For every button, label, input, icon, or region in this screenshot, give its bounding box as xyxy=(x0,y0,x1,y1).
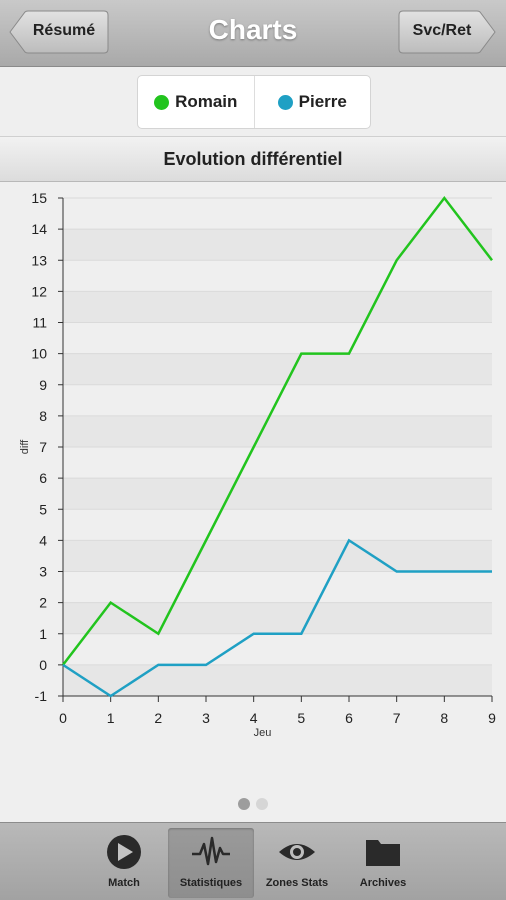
back-button-label: Résumé xyxy=(32,22,96,39)
chart-container: -1 0 1 2 3 4 5 6 7 8 9 10 11 12 13 14 15 0 1 2 3 4 5 6 7 8 9 Jeu dif… xyxy=(0,183,506,783)
page-title: Charts xyxy=(208,14,298,45)
y-tick-label: 7 xyxy=(39,439,47,455)
grid-band xyxy=(63,229,492,261)
x-tick-label: 8 xyxy=(440,710,448,726)
tab-statistiques-label: Statistiques xyxy=(179,877,243,889)
play-icon xyxy=(107,835,141,869)
y-tick-label: 3 xyxy=(39,564,47,580)
y-tick-label: 11 xyxy=(32,315,47,331)
y-tick-label: 5 xyxy=(39,501,47,517)
y-tick-label: 14 xyxy=(31,221,47,237)
grid-band xyxy=(63,291,492,323)
legend-label-pierre: Pierre xyxy=(298,92,347,111)
grid-band xyxy=(63,602,492,634)
y-tick-label: 13 xyxy=(31,252,47,268)
tab-archives-label: Archives xyxy=(359,877,407,889)
y-tick-label: 4 xyxy=(39,532,47,548)
forward-button[interactable]: Svc/Ret xyxy=(398,10,496,54)
legend-dot-pierre xyxy=(277,94,293,110)
x-tick-label: 2 xyxy=(154,710,162,726)
x-axis-label: Jeu xyxy=(254,727,272,739)
y-tick-label: 10 xyxy=(31,346,47,362)
y-tick-label: 0 xyxy=(39,657,47,673)
page-dot-1[interactable] xyxy=(238,798,250,810)
tab-match-label: Match xyxy=(108,877,140,889)
legend-dot-romain xyxy=(154,94,170,110)
y-tick-label: 12 xyxy=(31,283,47,299)
legend-label-romain: Romain xyxy=(175,92,238,111)
tab-zones-stats[interactable]: Zones Stats xyxy=(254,828,340,898)
page-dot-2[interactable] xyxy=(256,798,268,810)
tab-archives[interactable]: Archives xyxy=(340,828,426,898)
forward-button-label: Svc/Ret xyxy=(412,22,472,39)
x-tick-label: 3 xyxy=(202,710,210,726)
back-button[interactable]: Résumé xyxy=(9,10,119,54)
x-tick-label: 0 xyxy=(59,710,67,726)
x-tick-label: 5 xyxy=(297,710,305,726)
grid-band xyxy=(63,540,492,572)
x-tick-label: 4 xyxy=(250,710,258,726)
y-tick-label: 1 xyxy=(39,626,47,642)
top-bar: Résumé Charts Svc/Ret xyxy=(0,0,506,67)
x-tick-label: 7 xyxy=(393,710,401,726)
y-tick-label: 8 xyxy=(39,408,47,424)
grid-band xyxy=(63,478,492,510)
bottom-tab-bar: Match Statistiques Zones Stats Archives xyxy=(0,822,506,900)
tab-match[interactable]: Match xyxy=(81,828,167,898)
tab-zones-stats-label: Zones Stats xyxy=(265,877,329,889)
grid-band xyxy=(63,664,492,696)
grid-band xyxy=(63,415,492,447)
page-indicator xyxy=(0,797,506,815)
pulse-icon xyxy=(192,836,230,866)
y-tick-label: 2 xyxy=(39,595,47,611)
y-tick-label: -1 xyxy=(35,688,48,704)
x-tick-label: 9 xyxy=(488,710,496,726)
chart-legend: Romain Pierre xyxy=(137,75,371,129)
chart-title: Evolution différentiel xyxy=(0,136,506,182)
tab-statistiques[interactable]: Statistiques xyxy=(168,828,254,898)
legend-item-pierre[interactable]: Pierre xyxy=(253,76,371,128)
series-line-romain xyxy=(62,195,493,666)
grid-band xyxy=(63,353,492,385)
y-tick-label: 6 xyxy=(39,470,47,486)
x-tick-label: 6 xyxy=(345,710,353,726)
folder-icon xyxy=(366,840,400,866)
legend-item-romain[interactable]: Romain xyxy=(138,76,254,128)
series-line-pierre xyxy=(62,538,492,698)
x-tick-label: 1 xyxy=(107,710,115,726)
eye-icon xyxy=(279,844,315,860)
y-tick-label: 15 xyxy=(31,190,47,206)
y-axis-label: diff xyxy=(19,439,31,454)
y-tick-label: 9 xyxy=(39,377,47,393)
